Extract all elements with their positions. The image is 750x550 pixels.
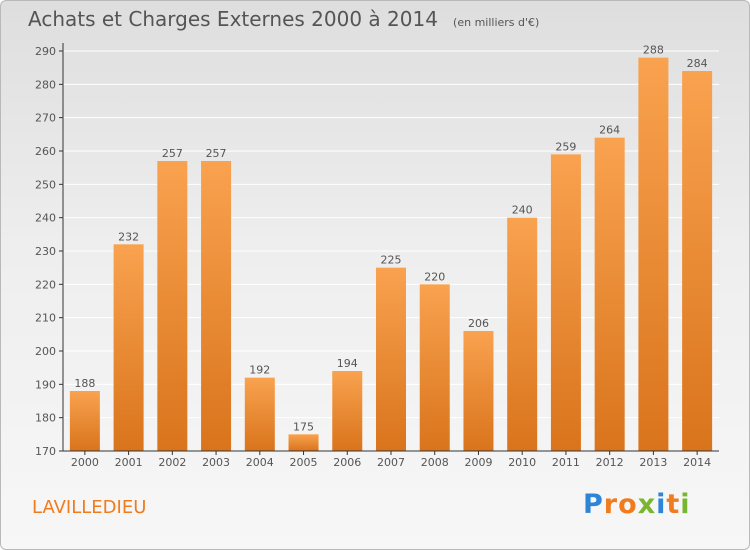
bar-value-label: 225: [381, 254, 402, 267]
bar-value-label: 284: [687, 57, 708, 70]
chart-title: Achats et Charges Externes 2000 à 2014: [28, 7, 438, 31]
x-tick-label: 2001: [115, 456, 143, 469]
bar-value-label: 192: [249, 364, 270, 377]
bar-value-label: 259: [555, 140, 576, 153]
x-tick-label: 2005: [290, 456, 318, 469]
x-tick-label: 2013: [639, 456, 667, 469]
x-tick-label: 2012: [596, 456, 624, 469]
bar: [463, 331, 494, 451]
bar-value-label: 232: [118, 230, 139, 243]
bar: [507, 217, 538, 451]
labels: 170 180 190 200 210 220 230 240 250 260 270 280 290 1…: [35, 44, 711, 469]
bar: [157, 161, 188, 451]
chart-subtitle: (en milliers d'€): [453, 16, 540, 29]
bar-value-label: 257: [162, 147, 183, 160]
y-tick-label: 170: [35, 445, 56, 458]
logo-letter: t: [666, 489, 681, 520]
bar: [638, 57, 669, 452]
logo-letter: i: [680, 489, 691, 520]
logo-letter: i: [656, 489, 667, 520]
y-tick-label: 190: [35, 378, 56, 391]
bar: [201, 161, 232, 451]
y-tick-label: 250: [35, 178, 56, 191]
x-tick-label: 2006: [333, 456, 361, 469]
bar-value-label: 240: [512, 204, 533, 217]
bar-value-label: 220: [424, 270, 445, 283]
bar-value-label: 188: [74, 377, 95, 390]
x-tick-label: 2008: [421, 456, 449, 469]
y-tick-label: 260: [35, 145, 56, 158]
bar: [550, 154, 581, 452]
y-tick-label: 200: [35, 345, 56, 358]
x-tick-label: 2003: [202, 456, 230, 469]
bar-value-label: 288: [643, 44, 664, 57]
commune-name: LAVILLEDIEU: [32, 497, 147, 518]
bar: [376, 267, 406, 451]
y-tick-label: 290: [35, 45, 56, 58]
x-tick-label: 2007: [377, 456, 405, 469]
y-tick-label: 210: [35, 312, 56, 325]
title-row: Achats et Charges Externes 2000 à 2014 (…: [28, 7, 539, 31]
y-tick-label: 220: [35, 278, 56, 291]
y-tick-label: 280: [35, 78, 56, 91]
axes: [59, 43, 719, 455]
bar-value-label: 264: [599, 124, 620, 137]
bar: [682, 71, 713, 451]
y-tick-label: 180: [35, 412, 56, 425]
bar: [244, 377, 275, 451]
proxiti-logo: Proxiti: [583, 489, 691, 520]
x-tick-label: 2011: [552, 456, 580, 469]
bar: [332, 371, 363, 451]
y-tick-label: 230: [35, 245, 56, 258]
bar-value-label: 194: [337, 357, 358, 370]
bar: [594, 137, 625, 451]
x-tick-label: 2014: [683, 456, 711, 469]
y-tick-label: 240: [35, 212, 56, 225]
logo-letter: x: [637, 489, 657, 520]
y-tick-label: 270: [35, 112, 56, 125]
x-tick-label: 2004: [246, 456, 274, 469]
bar-value-label: 175: [293, 420, 314, 433]
logo-letter: P: [583, 489, 604, 520]
x-tick-label: 2000: [71, 456, 99, 469]
bars: [69, 57, 713, 452]
bar-value-label: 206: [468, 317, 489, 330]
x-tick-label: 2009: [464, 456, 492, 469]
bar-value-label: 257: [206, 147, 227, 160]
logo-letter: r: [603, 489, 619, 520]
bar: [288, 434, 319, 451]
bar: [69, 391, 100, 451]
logo-letter: o: [618, 489, 638, 520]
bar: [113, 244, 144, 451]
x-tick-label: 2002: [158, 456, 186, 469]
bar: [419, 284, 450, 451]
x-tick-label: 2010: [508, 456, 536, 469]
